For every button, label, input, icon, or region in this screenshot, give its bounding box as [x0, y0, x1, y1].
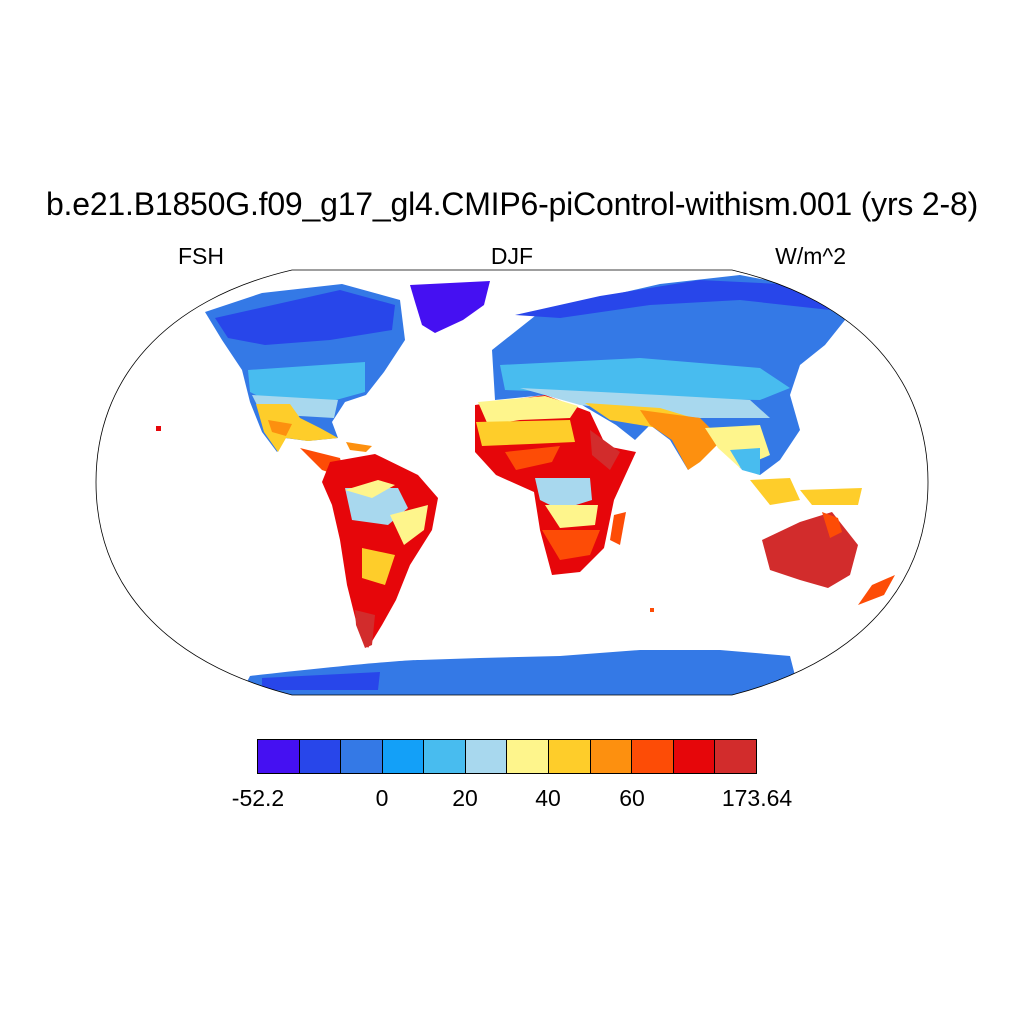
colorbar-box — [715, 740, 756, 773]
variable-label: FSH — [178, 243, 224, 269]
map-outline — [95, 269, 929, 696]
new-zealand-region — [858, 575, 895, 605]
colorbar-box — [341, 740, 383, 773]
colorbar-labels: -52.2 0 20 40 60 173.64 — [0, 785, 1024, 815]
colorbar-label: 20 — [452, 785, 478, 811]
antarctica-region — [240, 650, 800, 695]
maritime-asia-region — [750, 478, 800, 505]
colorbar-box — [299, 740, 342, 773]
colorbar-box — [465, 740, 508, 773]
colorbar-box — [424, 740, 466, 773]
colorbar-box — [632, 740, 674, 773]
page-title: b.e21.B1850G.f09_g17_gl4.CMIP6-piControl… — [45, 186, 979, 222]
colorbar-box — [258, 740, 300, 773]
colorbar-label: 60 — [619, 785, 645, 811]
colorbar-label: -52.2 — [231, 785, 285, 811]
season-label: DJF — [490, 243, 534, 269]
colorbar-box — [590, 740, 633, 773]
colorbar-box — [507, 740, 550, 773]
colorbar-box — [549, 740, 591, 773]
colorbar — [257, 739, 757, 774]
colorbar-label: 40 — [535, 785, 561, 811]
colorbar-box — [382, 740, 425, 773]
colorbar-label: 173.64 — [721, 785, 793, 811]
units-label: W/m^2 — [775, 243, 846, 269]
australia-region — [762, 512, 858, 588]
colorbar-box — [673, 740, 716, 773]
greenland-region — [410, 281, 490, 333]
colorbar-label: 0 — [375, 785, 389, 811]
